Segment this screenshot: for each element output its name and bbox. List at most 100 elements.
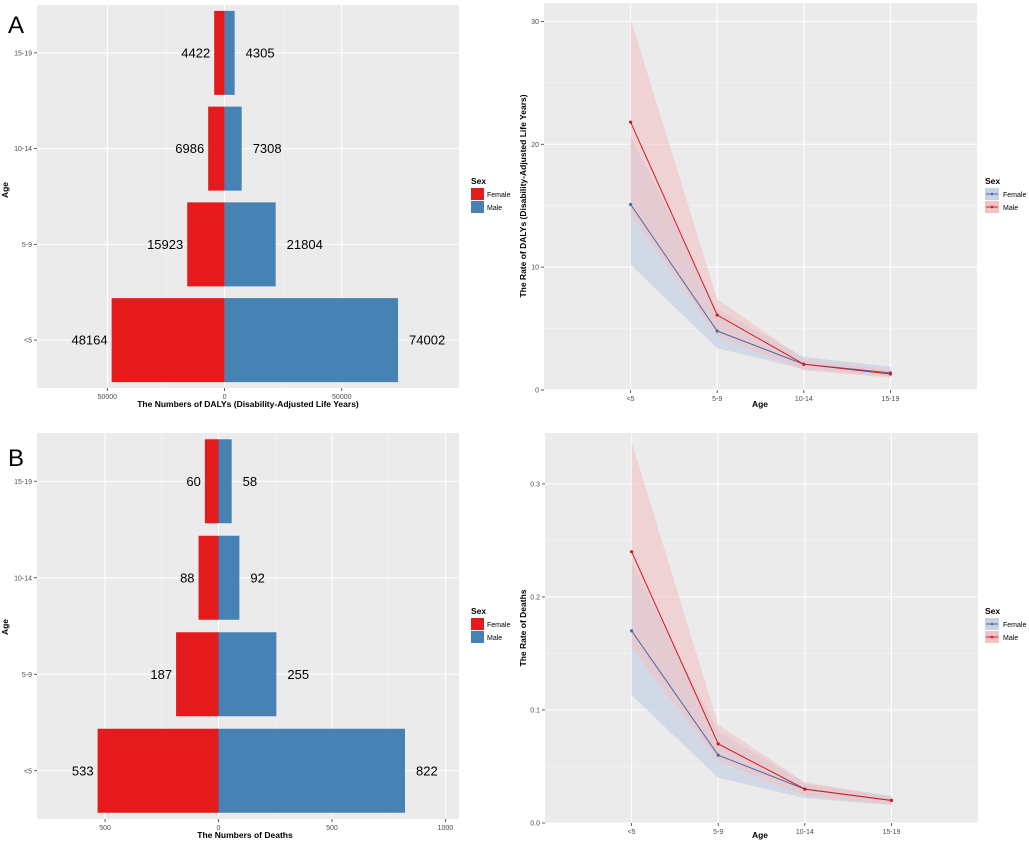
bar-female xyxy=(208,106,225,191)
x-axis-title: The Numbers of DALYs (Disability-Adjuste… xyxy=(137,399,359,409)
x-tick-label: 500 xyxy=(326,825,338,832)
data-point-male xyxy=(716,742,720,746)
data-point-male xyxy=(802,362,806,366)
bar-male xyxy=(224,10,235,95)
bar-label-male: 58 xyxy=(243,474,257,489)
bar-female xyxy=(198,535,219,620)
legend-title: Sex xyxy=(471,606,486,616)
bar-male xyxy=(218,439,232,524)
bar-label-female: 48164 xyxy=(71,333,107,348)
x-tick-label: 50000 xyxy=(332,394,352,401)
y-tick-label: 0 xyxy=(535,388,539,395)
y-tick-label: 30 xyxy=(531,19,539,26)
y-tick-label: <5 xyxy=(24,338,32,345)
legend-label-female: Female xyxy=(487,192,510,199)
pyramid-chart-b: 533 822 187 255 88 92 60 58 <5 5-9 10-14 15-19 500… xyxy=(0,433,510,840)
bar-label-female: 4422 xyxy=(181,45,210,60)
y-tick-label: 15-19 xyxy=(14,50,32,57)
y-axis-title: The Rate of DALYs (Disability-Adjusted L… xyxy=(518,94,528,297)
y-axis-title: Age xyxy=(0,182,10,198)
legend-point-male xyxy=(990,205,994,209)
series-line-male xyxy=(630,121,891,375)
panel-letter: A xyxy=(8,12,24,39)
bar-label-male: 4305 xyxy=(246,45,275,60)
x-axis-title: The Numbers of Deaths xyxy=(197,830,293,840)
y-tick-label: 20 xyxy=(531,142,539,149)
y-tick-label: 10 xyxy=(531,265,539,272)
series-line-male xyxy=(631,551,892,801)
data-point-male xyxy=(630,550,634,554)
confidence-band-male xyxy=(630,18,891,378)
legend-swatch-male xyxy=(471,631,484,643)
bar-male xyxy=(218,632,277,717)
bar-label-male: 92 xyxy=(250,570,264,585)
x-tick-label: 15-19 xyxy=(882,829,900,836)
bar-label-female: 187 xyxy=(150,667,172,682)
legend-label-male: Male xyxy=(1003,635,1018,642)
bar-label-male: 21804 xyxy=(287,237,323,252)
data-point-male xyxy=(888,372,892,376)
bar-label-male: 7308 xyxy=(253,141,282,156)
y-tick-label: 15-19 xyxy=(14,479,32,486)
pyramid-chart-a: 48164 74002 15923 21804 6986 7308 4422 4305 <5 5… xyxy=(0,5,510,409)
data-point-female xyxy=(629,202,633,207)
legend: Sex Female Male xyxy=(471,606,510,643)
x-tick-label: 5-9 xyxy=(713,829,723,836)
data-point-female xyxy=(630,629,634,633)
legend-title: Sex xyxy=(985,176,1000,186)
x-tick-label: <5 xyxy=(628,829,636,836)
x-tick-label: 0 xyxy=(217,825,221,832)
bar-female xyxy=(204,439,219,524)
data-point-male xyxy=(889,798,893,802)
bar-male xyxy=(224,202,276,287)
legend-label-female: Female xyxy=(487,622,510,629)
bar-label-female: 88 xyxy=(180,570,194,585)
y-tick-label: 10-14 xyxy=(14,146,32,153)
bar-female xyxy=(214,10,225,95)
legend-swatch-male xyxy=(471,201,484,213)
legend-swatch-female xyxy=(471,618,484,630)
y-tick-label: 5-9 xyxy=(22,672,32,679)
bar-male xyxy=(224,106,242,191)
x-tick-label: 10-14 xyxy=(796,829,814,836)
bar-female xyxy=(187,202,225,287)
legend-title: Sex xyxy=(471,176,486,186)
bar-male xyxy=(218,535,240,620)
legend-swatch-female xyxy=(471,188,484,200)
y-tick-label: 0.2 xyxy=(530,594,540,601)
x-tick-label: 500 xyxy=(99,825,111,832)
confidence-band-male xyxy=(631,442,892,805)
y-tick-label: 0.1 xyxy=(530,707,540,714)
confidence-band-female xyxy=(630,135,891,377)
bar-female xyxy=(111,298,225,383)
bar-label-female: 60 xyxy=(186,474,200,489)
rate-chart-b: 0.0 0.1 0.2 0.3 <5 5-9 10-14 15-19 Age The Rat… xyxy=(518,433,1026,840)
legend-label-female: Female xyxy=(1003,622,1026,629)
legend-title: Sex xyxy=(985,606,1000,616)
x-axis-title: Age xyxy=(752,399,768,409)
bar-label-male: 74002 xyxy=(409,333,445,348)
bar-label-male: 822 xyxy=(416,763,438,778)
legend-point-male xyxy=(990,635,994,639)
legend-label-female: Female xyxy=(1003,192,1026,199)
y-tick-label: 0.3 xyxy=(530,481,540,488)
panel-letter: B xyxy=(8,445,24,472)
bar-label-female: 533 xyxy=(72,763,94,778)
y-axis-title: Age xyxy=(0,619,10,635)
bar-female xyxy=(97,728,219,813)
x-axis-title: Age xyxy=(752,830,768,840)
confidence-band-female xyxy=(631,563,892,805)
data-point-male xyxy=(715,313,719,317)
y-tick-label: 10-14 xyxy=(14,575,32,582)
plot-background xyxy=(544,3,977,390)
legend-label-male: Male xyxy=(487,635,502,642)
legend-point-female xyxy=(990,622,994,626)
data-point-female xyxy=(715,329,719,333)
bar-label-female: 6986 xyxy=(175,141,204,156)
data-point-male xyxy=(803,787,807,791)
series-line-female xyxy=(630,204,891,374)
bar-label-female: 15923 xyxy=(147,237,183,252)
legend-label-male: Male xyxy=(487,205,502,212)
bar-female xyxy=(176,632,219,717)
x-tick-label: <5 xyxy=(627,396,635,403)
